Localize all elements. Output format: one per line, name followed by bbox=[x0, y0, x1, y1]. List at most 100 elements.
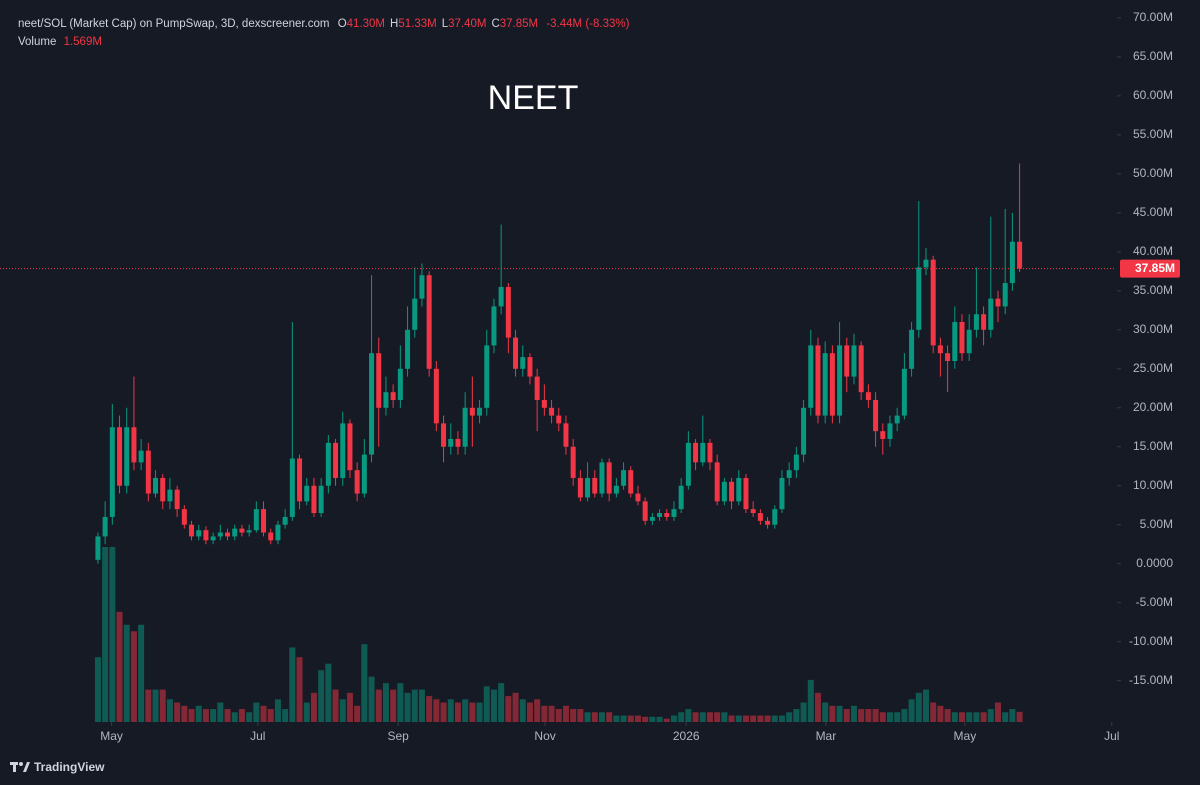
candle-body bbox=[196, 530, 202, 537]
volume-bar bbox=[879, 712, 886, 722]
volume-bar bbox=[174, 702, 181, 722]
y-tick-label: 25.00M bbox=[1133, 361, 1173, 375]
candle-body bbox=[541, 399, 547, 408]
candle-body bbox=[203, 530, 209, 541]
candle-body bbox=[765, 520, 771, 525]
candle-body bbox=[189, 524, 195, 537]
volume-bar bbox=[973, 712, 980, 722]
candle-body bbox=[505, 286, 511, 338]
volume-bar bbox=[627, 715, 634, 722]
candle-body bbox=[95, 536, 101, 560]
x-tick-label: May bbox=[954, 729, 977, 743]
candle-body bbox=[484, 345, 490, 408]
brand-name: TradingView bbox=[34, 760, 105, 774]
candle-body bbox=[167, 489, 173, 502]
y-tick-label: 65.00M bbox=[1133, 49, 1173, 63]
candle-body bbox=[217, 532, 223, 537]
volume-bar bbox=[742, 715, 749, 722]
volume-bar bbox=[282, 709, 289, 722]
candle-body bbox=[822, 353, 828, 416]
candle-body bbox=[973, 314, 979, 330]
candle-body bbox=[311, 485, 317, 514]
candle-body bbox=[354, 470, 360, 494]
candle-body bbox=[873, 399, 879, 432]
x-tick-label: 2026 bbox=[673, 729, 700, 743]
volume-bar bbox=[778, 715, 785, 722]
candle-body bbox=[232, 528, 238, 537]
candle-body bbox=[721, 481, 727, 502]
volume-bar bbox=[872, 709, 879, 722]
volume-bar bbox=[922, 689, 929, 722]
x-tick-label: Sep bbox=[388, 729, 410, 743]
y-tick-label: 55.00M bbox=[1133, 127, 1173, 141]
candle-body bbox=[419, 275, 425, 299]
candle-body bbox=[124, 427, 130, 486]
volume-bars bbox=[94, 547, 1023, 722]
candle-body bbox=[117, 427, 123, 486]
candle-body bbox=[981, 314, 987, 330]
volume-bar bbox=[663, 718, 670, 722]
candle-body bbox=[801, 407, 807, 455]
candle-body bbox=[210, 536, 216, 541]
candle-body bbox=[959, 322, 965, 354]
volume-bar bbox=[404, 692, 411, 722]
candle-body bbox=[131, 427, 137, 463]
volume-bar bbox=[217, 702, 224, 722]
chart-title: NEET bbox=[488, 79, 579, 117]
volume-bar bbox=[750, 715, 757, 722]
volume-bar bbox=[865, 709, 872, 722]
candle-body bbox=[1017, 241, 1023, 269]
volume-bar bbox=[454, 702, 461, 722]
volume-bar bbox=[159, 689, 166, 722]
volume-bar bbox=[490, 689, 497, 722]
volume-bar bbox=[562, 705, 569, 722]
volume-bar bbox=[757, 715, 764, 722]
y-tick-label: 0.0000 bbox=[1136, 556, 1173, 570]
candle-body bbox=[714, 462, 720, 502]
candles bbox=[95, 163, 1023, 564]
volume-bar bbox=[260, 705, 267, 722]
candle-body bbox=[513, 337, 519, 369]
y-tick-label: 45.00M bbox=[1133, 205, 1173, 219]
ohlc-key: O bbox=[337, 18, 347, 30]
volume-bar bbox=[274, 699, 281, 722]
volume-bar bbox=[1002, 712, 1009, 722]
volume-bar bbox=[296, 657, 303, 722]
volume-bar bbox=[858, 709, 865, 722]
brand[interactable]: TradingView bbox=[10, 760, 104, 774]
candle-body bbox=[786, 470, 792, 478]
x-tick-label: Jul bbox=[1104, 729, 1119, 743]
volume-bar bbox=[807, 679, 814, 722]
volume-bar bbox=[166, 699, 173, 722]
candle-body bbox=[448, 438, 454, 447]
volume-bar bbox=[728, 715, 735, 722]
volume-bar bbox=[411, 689, 418, 722]
candle-body bbox=[462, 407, 468, 447]
candle-body bbox=[340, 423, 346, 478]
ohlc: O41.30M H51.33M L37.40M C37.85M bbox=[333, 18, 538, 30]
candle-body bbox=[887, 423, 893, 439]
candle-body bbox=[844, 345, 850, 377]
volume-bar bbox=[994, 702, 1001, 722]
volume-bar bbox=[375, 689, 382, 722]
candle-body bbox=[102, 516, 108, 537]
volume-bar bbox=[1016, 711, 1023, 722]
volume-bar bbox=[786, 712, 793, 722]
volume-bar bbox=[699, 712, 706, 722]
volume-bar bbox=[951, 712, 958, 722]
volume-bar bbox=[836, 705, 843, 722]
volume-bar bbox=[678, 712, 685, 722]
candle-body bbox=[585, 477, 591, 498]
volume-bar bbox=[894, 712, 901, 722]
volume-bar bbox=[346, 692, 353, 722]
volume-bar bbox=[238, 709, 245, 722]
volume-bar bbox=[908, 699, 915, 722]
candle-body bbox=[613, 485, 619, 494]
volume-bar bbox=[382, 683, 389, 722]
volume-bar bbox=[598, 712, 605, 722]
candle-body bbox=[952, 322, 958, 361]
volume-bar bbox=[958, 712, 965, 722]
ohlc-value: 41.30M bbox=[346, 18, 386, 30]
volume-bar bbox=[202, 709, 209, 722]
candle-body bbox=[570, 446, 576, 478]
